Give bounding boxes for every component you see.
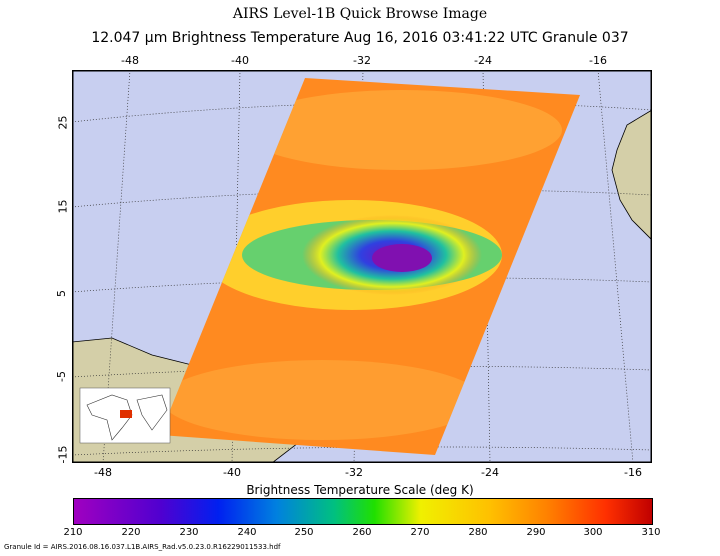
colorbar-tick: 250 <box>294 527 314 538</box>
colorbar-title: Brightness Temperature Scale (deg K) <box>246 483 474 497</box>
lon-label-top: -16 <box>589 54 607 67</box>
map-panel <box>72 70 652 463</box>
lon-label-top: -24 <box>474 54 492 67</box>
lon-label-bottom: -16 <box>624 466 642 479</box>
lon-label-top: -32 <box>353 54 371 67</box>
colorbar-tick: 230 <box>179 527 199 538</box>
colorbar-tick: 240 <box>237 527 257 538</box>
lon-label-top: -40 <box>231 54 249 67</box>
lat-label: 15 <box>56 199 70 214</box>
lon-label-bottom: -24 <box>481 466 499 479</box>
colorbar-tick: 270 <box>410 527 430 538</box>
colorbar-tick: 290 <box>526 527 546 538</box>
colorbar <box>73 498 653 525</box>
lon-label-top: -48 <box>121 54 139 67</box>
colorbar-tick: 300 <box>583 527 603 538</box>
colorbar-tick: 210 <box>63 527 83 538</box>
colorbar-tick: 220 <box>121 527 141 538</box>
africa-land <box>611 109 652 241</box>
granule-id: Granule Id = AIRS.2016.08.16.037.L1B.AIR… <box>4 543 281 551</box>
lat-label: 25 <box>56 115 70 130</box>
image-subtitle: 12.047 µm Brightness Temperature Aug 16,… <box>91 30 629 46</box>
colorbar-tick: 280 <box>468 527 488 538</box>
inset-globe-map <box>79 387 171 444</box>
lat-label: -15 <box>56 445 70 464</box>
lon-label-bottom: -48 <box>94 466 112 479</box>
lon-label-bottom: -40 <box>223 466 241 479</box>
colorbar-tick: 260 <box>352 527 372 538</box>
colorbar-tick: 310 <box>641 527 661 538</box>
lon-label-bottom: -32 <box>345 466 363 479</box>
lat-label: -5 <box>54 371 68 382</box>
lat-label: 5 <box>55 290 68 297</box>
image-title: AIRS Level-1B Quick Browse Image <box>232 6 488 22</box>
